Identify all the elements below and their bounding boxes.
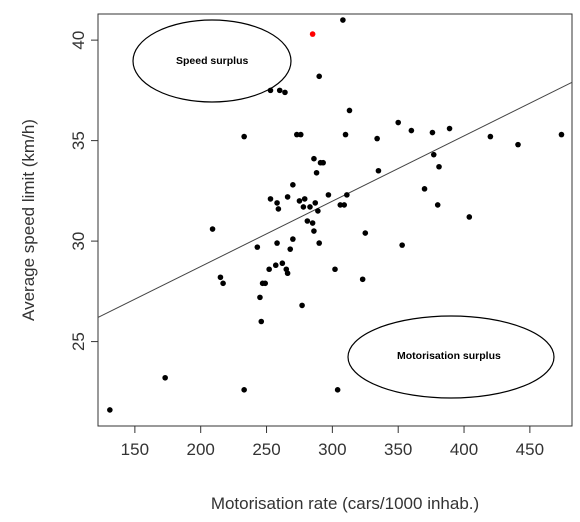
data-point [284, 194, 291, 200]
speed-surplus-label: Speed surplus [176, 55, 249, 67]
data-point [316, 240, 323, 246]
data-point [254, 244, 261, 250]
data-point [267, 196, 274, 202]
data-point [466, 214, 473, 220]
data-point [311, 228, 317, 234]
speed-surplus-ellipse [132, 19, 292, 103]
x-tick-label: 250 [252, 440, 280, 459]
data-point [282, 89, 288, 96]
x-tick-label: 400 [450, 440, 478, 459]
y-tick-label: 40 [69, 31, 88, 50]
data-point [301, 196, 308, 202]
data-point [332, 266, 338, 273]
data-point [315, 208, 321, 214]
data-point [408, 127, 415, 134]
data-point [436, 163, 442, 170]
data-point [279, 260, 286, 267]
data-point [342, 131, 349, 138]
data-point [241, 133, 247, 140]
data-point [487, 133, 494, 140]
data-point [429, 129, 436, 136]
data-point [337, 202, 344, 208]
y-tick-label: 25 [69, 332, 88, 351]
data-point [346, 107, 353, 114]
trend-line [97, 81, 573, 318]
data-point [325, 192, 332, 198]
trend-line-group [97, 81, 573, 318]
data-point [217, 274, 224, 281]
data-point [257, 294, 263, 301]
data-point [515, 141, 521, 148]
data-point [399, 242, 405, 248]
data-point [296, 198, 303, 204]
data-point [297, 131, 304, 138]
data-point [320, 159, 326, 166]
data-point [276, 87, 283, 94]
motorisation-surplus-label: Motorisation surplus [397, 350, 501, 362]
data-point [446, 125, 453, 132]
data-point [241, 387, 247, 393]
data-point [272, 262, 279, 269]
data-point [299, 302, 305, 309]
x-tick-label: 350 [384, 440, 412, 459]
data-point [307, 204, 313, 210]
data-point [309, 220, 316, 226]
data-point [290, 236, 296, 242]
data-point [316, 73, 323, 80]
data-point [262, 280, 269, 287]
data-point [274, 200, 280, 206]
data-point [434, 202, 441, 208]
data-point [421, 186, 428, 192]
data-point [220, 280, 226, 287]
data-point [312, 200, 319, 206]
data-point [300, 204, 307, 210]
data-point [258, 318, 265, 325]
data-point [340, 17, 346, 23]
data-point [275, 206, 282, 212]
axis-ticks: 150 200 250 300 350 400 450 25 30 35 40 [69, 31, 544, 459]
data-point [341, 202, 348, 208]
highlighted-data-point [309, 31, 316, 37]
x-tick-label: 300 [318, 440, 346, 459]
data-point [395, 119, 402, 126]
motorisation-surplus-ellipse [347, 315, 555, 399]
data-point [558, 131, 565, 138]
data-point [313, 169, 320, 176]
x-axis-title: Motorisation rate (cars/1000 inhab.) [211, 494, 479, 513]
data-point [107, 407, 113, 413]
data-point [266, 266, 272, 273]
data-point [290, 182, 296, 188]
data-point [359, 276, 366, 283]
data-point [304, 218, 311, 224]
x-tick-label: 450 [516, 440, 544, 459]
data-point [294, 131, 300, 138]
data-point [209, 226, 216, 232]
data-point [311, 155, 317, 162]
data-point [344, 192, 350, 198]
data-points [107, 17, 565, 413]
y-tick-label: 30 [69, 232, 88, 251]
data-point [267, 87, 274, 94]
x-tick-label: 150 [121, 440, 149, 459]
data-point [362, 230, 369, 236]
plot-frame [97, 13, 573, 427]
data-point [374, 135, 380, 142]
data-point [284, 270, 291, 277]
x-tick-label: 200 [187, 440, 215, 459]
data-point [287, 246, 294, 252]
y-tick-label: 35 [69, 131, 88, 150]
data-point [162, 374, 168, 381]
data-point [430, 151, 437, 158]
data-point [334, 387, 341, 393]
data-point [375, 167, 382, 174]
y-axis-title: Average speed limit (km/h) [19, 119, 38, 321]
data-point [274, 240, 280, 246]
